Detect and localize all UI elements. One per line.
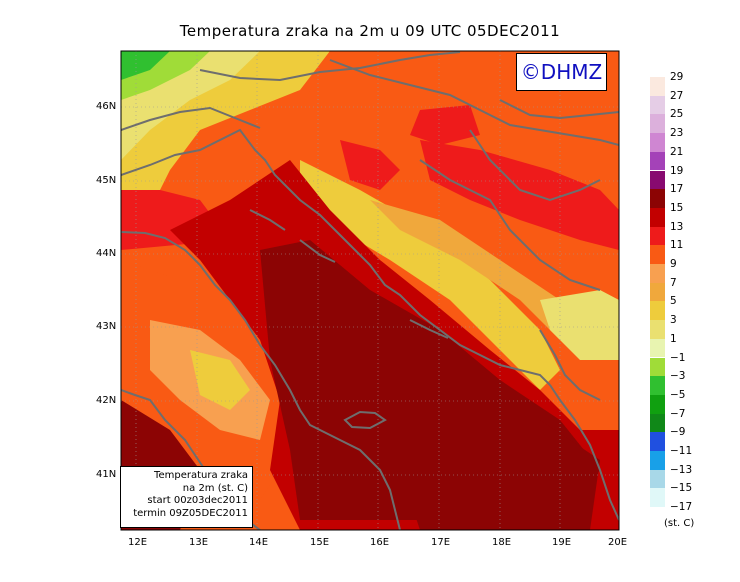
legend-label: 13 xyxy=(670,220,684,233)
legend-swatch xyxy=(650,488,665,508)
legend-swatch xyxy=(650,114,665,134)
legend-label: 1 xyxy=(670,332,677,345)
legend-label: 23 xyxy=(670,127,684,140)
info-line-units: na 2m (st. C) xyxy=(182,482,248,494)
legend-label: 3 xyxy=(670,314,677,327)
legend-swatch xyxy=(650,432,665,451)
legend-label: 7 xyxy=(670,276,677,289)
info-line-valid: termin 09Z05DEC2011 xyxy=(133,507,248,519)
legend-label: −13 xyxy=(670,463,693,476)
legend-swatch xyxy=(650,376,665,395)
legend-swatch xyxy=(650,282,665,302)
legend-label: 27 xyxy=(670,89,684,102)
legend-label: 17 xyxy=(670,183,684,196)
lat-label-41n: 41N xyxy=(96,469,117,480)
lon-label-14e: 14E xyxy=(249,537,269,548)
graticule xyxy=(121,51,619,530)
lon-label-18e: 18E xyxy=(492,537,512,548)
map-title: Temperatura zraka na 2m u 09 UTC 05DEC20… xyxy=(179,22,561,40)
legend-label: −5 xyxy=(670,388,686,401)
lon-label-16e: 16E xyxy=(370,537,390,548)
legend-label: 9 xyxy=(670,258,677,270)
lon-label-15e: 15E xyxy=(310,537,330,548)
legend-label: −15 xyxy=(670,482,693,495)
legend-swatch xyxy=(650,207,665,227)
legend-label: 19 xyxy=(670,164,684,177)
coastlines xyxy=(121,51,619,530)
lat-label-42n: 42N xyxy=(96,395,117,406)
legend-swatch xyxy=(650,357,665,377)
legend-label: 21 xyxy=(670,145,684,158)
legend-label: −17 xyxy=(670,501,693,514)
info-line-variable: Temperatura zraka xyxy=(154,470,248,481)
legend-swatch xyxy=(650,189,665,208)
legend-label: −7 xyxy=(670,407,686,420)
legend-swatch xyxy=(650,170,665,190)
legend-swatch xyxy=(650,394,665,414)
legend-label: −1 xyxy=(670,351,686,364)
legend-label: 11 xyxy=(670,239,684,252)
legend-label: 5 xyxy=(670,295,677,308)
legend-swatch xyxy=(650,226,665,246)
legend-swatch xyxy=(650,95,665,115)
legend-label: 15 xyxy=(670,201,684,214)
legend-swatch xyxy=(650,413,665,433)
legend-swatch xyxy=(650,301,665,321)
legend-swatch xyxy=(650,245,665,264)
lat-label-44n: 44N xyxy=(96,248,117,259)
lat-label-46n: 46N xyxy=(96,101,117,112)
lon-label-19e: 19E xyxy=(552,537,572,548)
lon-label-13e: 13E xyxy=(189,537,209,548)
legend-units: (st. C) xyxy=(664,518,695,529)
legend-swatch xyxy=(650,151,665,171)
legend-label: −11 xyxy=(670,445,693,457)
plot-frame xyxy=(120,50,620,531)
legend-swatch xyxy=(650,264,665,283)
lon-label-20e: 20E xyxy=(608,537,628,548)
legend-swatch xyxy=(650,133,665,152)
info-box: Temperatura zraka na 2m (st. C) start 00… xyxy=(120,466,253,528)
lon-label-12e: 12E xyxy=(128,537,148,548)
info-line-start: start 00z03dec2011 xyxy=(147,495,248,506)
legend-label: 29 xyxy=(670,71,684,83)
legend-swatch xyxy=(650,338,665,358)
legend-label: 25 xyxy=(670,108,684,121)
lat-label-45n: 45N xyxy=(96,175,117,186)
legend-swatch xyxy=(650,451,665,470)
temperature-field xyxy=(121,51,619,530)
lat-label-43n: 43N xyxy=(96,321,117,332)
legend-label: −9 xyxy=(670,426,686,439)
legend-label: −3 xyxy=(670,370,686,383)
lon-label-17e: 17E xyxy=(431,537,451,548)
legend-swatch xyxy=(650,320,665,339)
legend-swatch xyxy=(650,77,665,96)
legend-swatch xyxy=(650,469,665,489)
legend-swatch xyxy=(650,507,665,526)
dhmz-logo: ©DHMZ xyxy=(516,53,607,91)
